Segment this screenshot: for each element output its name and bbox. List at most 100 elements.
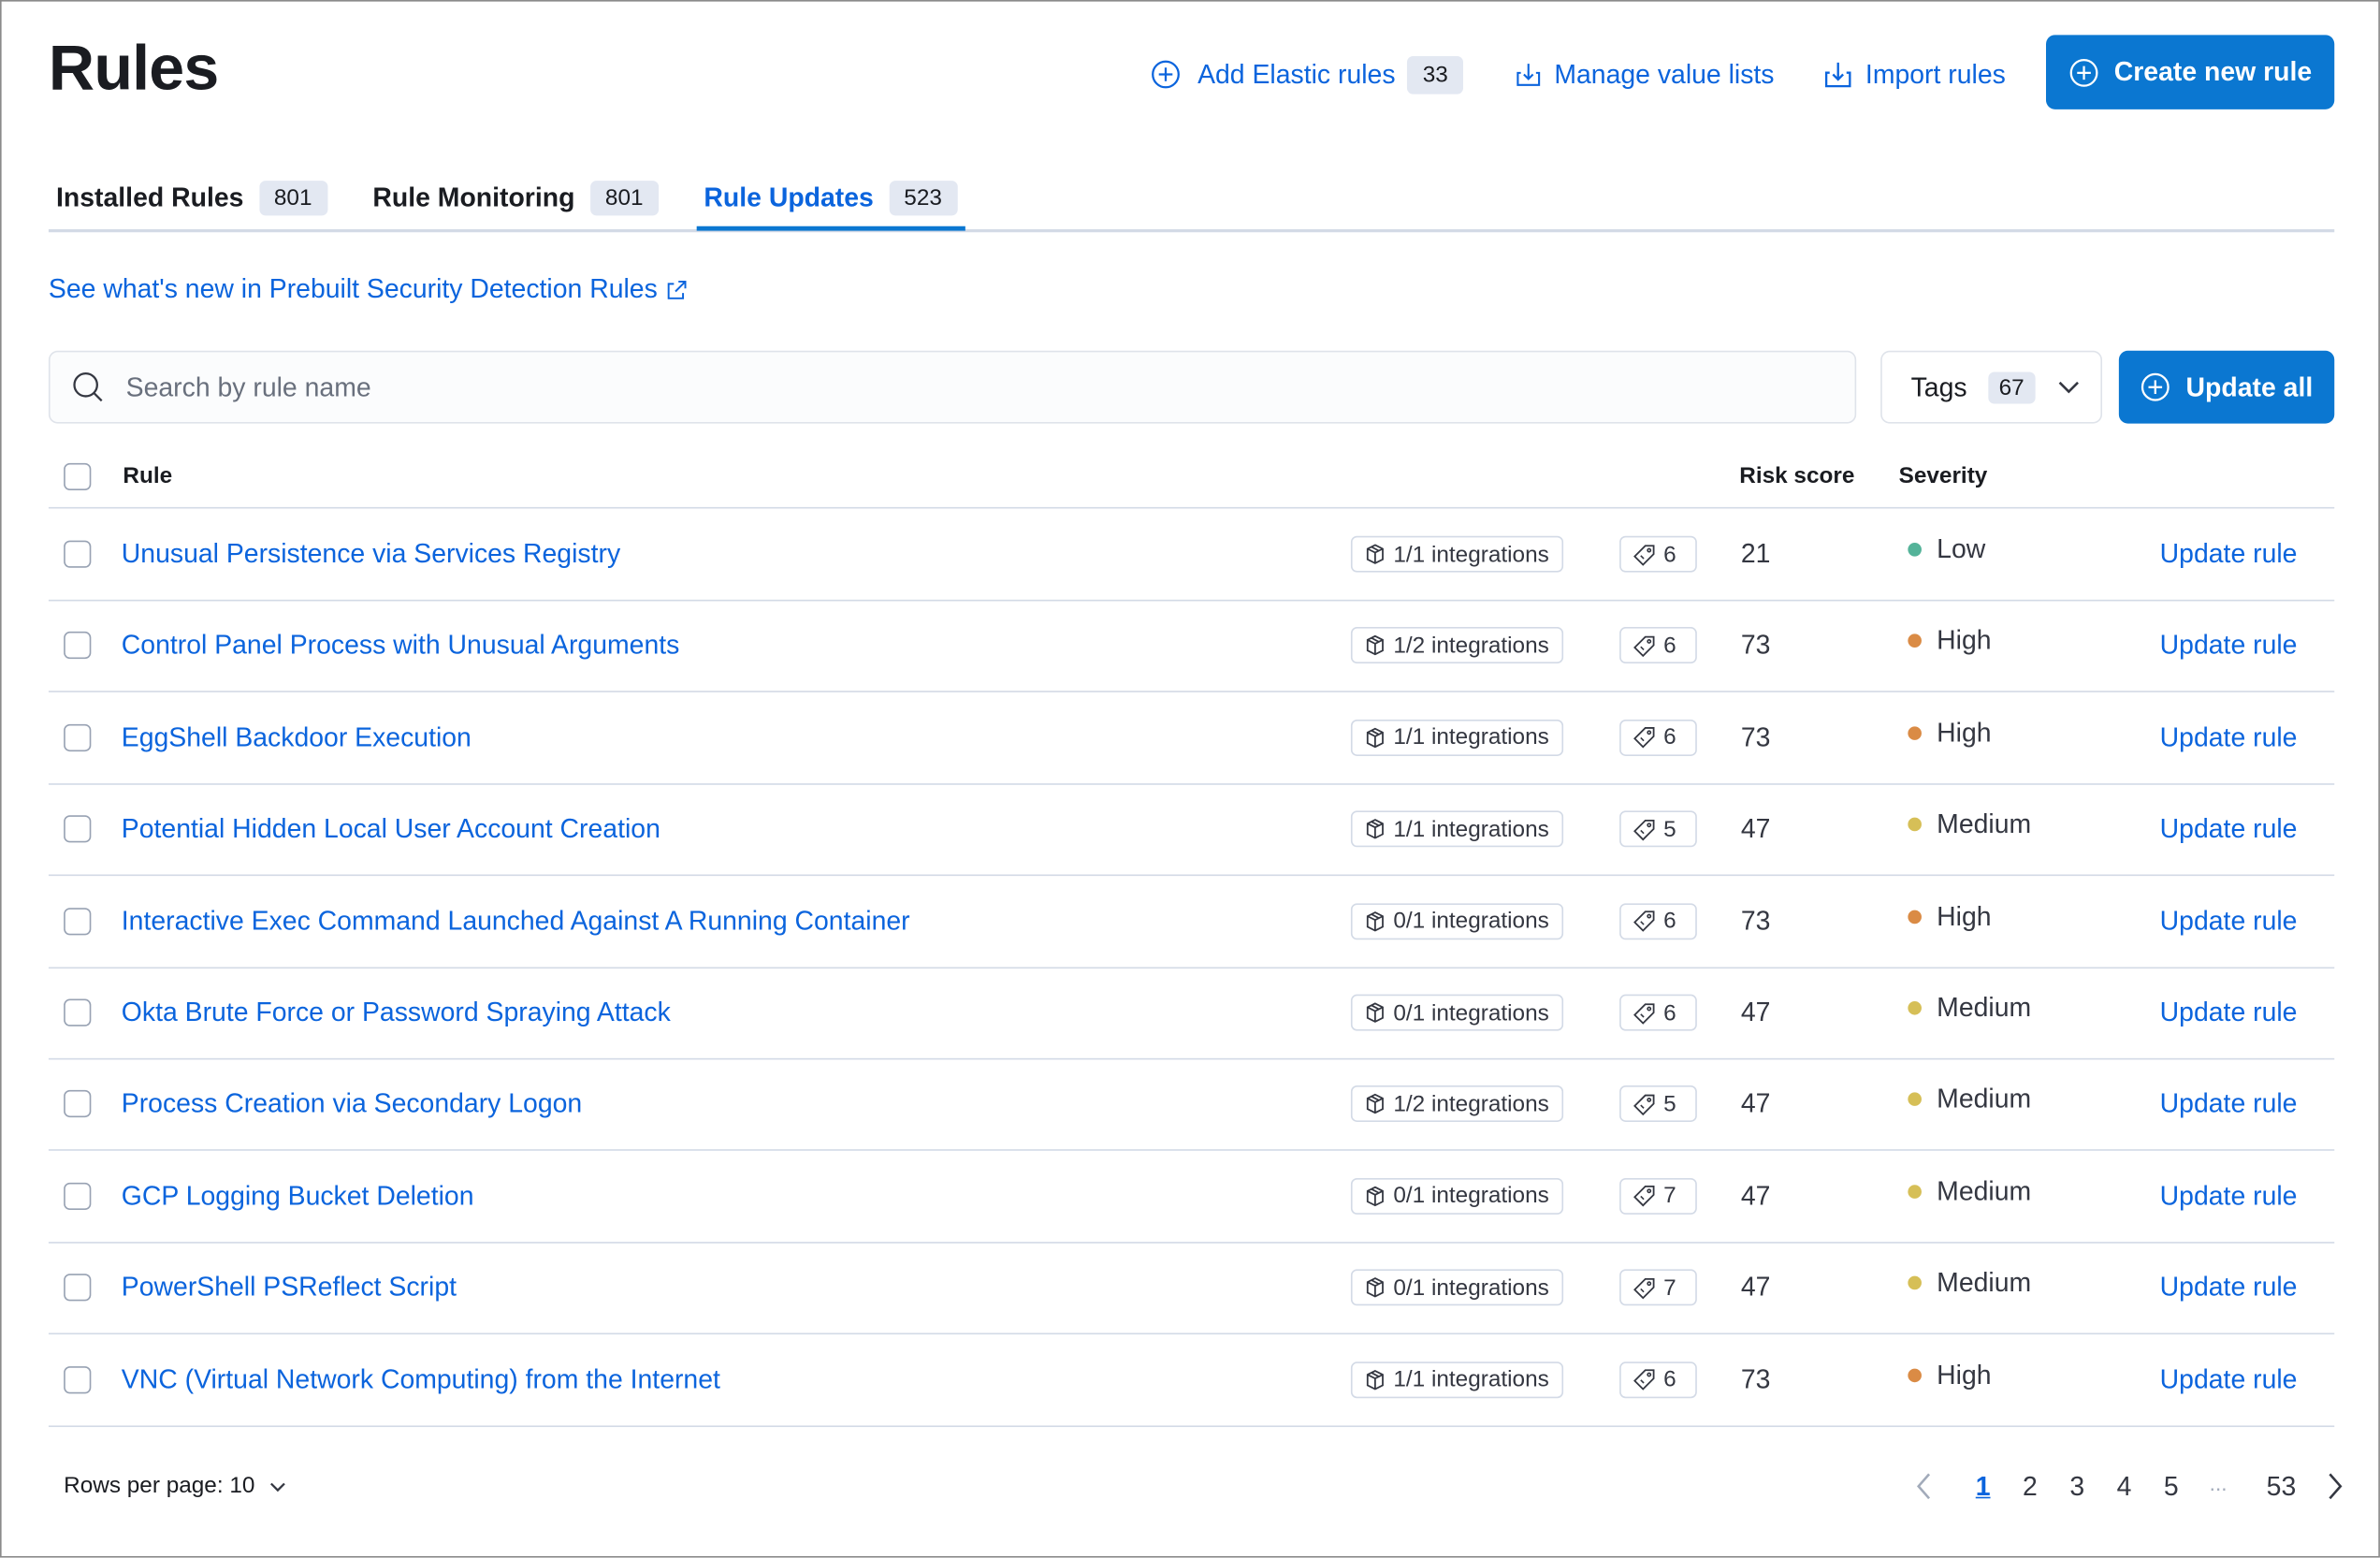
chevron-left-icon[interactable] — [1911, 1468, 1938, 1505]
rule-name-link[interactable]: Okta Brute Force or Password Spraying At… — [121, 997, 671, 1027]
row-checkbox[interactable] — [64, 1365, 92, 1393]
severity-label: Medium — [1937, 1175, 2032, 1206]
integrations-badge[interactable]: 0/1 integrations — [1350, 902, 1563, 939]
column-header-severity[interactable]: Severity — [1898, 462, 1988, 489]
chevron-right-icon[interactable] — [2321, 1468, 2348, 1505]
row-checkbox[interactable] — [64, 1274, 92, 1302]
integrations-label: 0/1 integrations — [1393, 1183, 1549, 1209]
integrations-badge[interactable]: 1/1 integrations — [1350, 719, 1563, 756]
row-checkbox[interactable] — [64, 1182, 92, 1210]
update-rule-button[interactable]: Update rule — [2159, 813, 2298, 844]
create-new-rule-button[interactable]: Create new rule — [2045, 35, 2335, 109]
page-button[interactable]: 5 — [2163, 1470, 2179, 1501]
search-field[interactable] — [48, 350, 1857, 424]
select-all-checkbox[interactable] — [64, 462, 92, 491]
tags-badge[interactable]: 6 — [1619, 627, 1697, 664]
rows-per-page-button[interactable]: Rows per page: 10 — [64, 1473, 288, 1498]
whats-new-link[interactable]: See what's new in Prebuilt Security Dete… — [49, 273, 688, 305]
integrations-badge[interactable]: 1/1 integrations — [1350, 1361, 1563, 1398]
update-all-button[interactable]: Update all — [2118, 350, 2335, 424]
row-checkbox[interactable] — [64, 723, 92, 751]
rule-name-link[interactable]: GCP Logging Bucket Deletion — [121, 1180, 474, 1211]
row-checkbox[interactable] — [64, 815, 92, 843]
integrations-badge[interactable]: 0/1 integrations — [1350, 1177, 1563, 1215]
rule-name-link[interactable]: Unusual Persistence via Services Registr… — [121, 538, 621, 569]
row-divider — [48, 1424, 2335, 1427]
import-rules-label: Import rules — [1865, 58, 2006, 89]
severity: Medium — [1908, 992, 2031, 1024]
tags-badge[interactable]: 6 — [1619, 902, 1697, 939]
tag-icon — [1633, 544, 1655, 565]
update-rule-button[interactable]: Update rule — [2159, 721, 2298, 752]
tags-badge[interactable]: 6 — [1619, 719, 1697, 756]
table-row: Unusual Persistence via Services Registr… — [49, 509, 2334, 600]
column-header-rule[interactable]: Rule — [123, 462, 173, 489]
update-rule-button[interactable]: Update rule — [2159, 630, 2298, 661]
tab-rule-updates[interactable]: Rule Updates 523 — [696, 168, 965, 231]
row-checkbox[interactable] — [64, 540, 92, 568]
update-rule-button[interactable]: Update rule — [2159, 538, 2298, 569]
severity-dot-icon — [1908, 633, 1922, 648]
rule-name-link[interactable]: Process Creation via Secondary Logon — [121, 1088, 583, 1119]
search-icon — [73, 371, 103, 402]
tags-badge[interactable]: 5 — [1619, 1085, 1697, 1123]
update-rule-button[interactable]: Update rule — [2159, 905, 2298, 936]
row-divider — [48, 1241, 2335, 1244]
row-checkbox[interactable] — [64, 632, 92, 660]
integrations-badge[interactable]: 0/1 integrations — [1350, 1269, 1563, 1306]
table-row: VNC (Virtual Network Computing) from the… — [49, 1333, 2334, 1424]
rule-name-link[interactable]: Potential Hidden Local User Account Crea… — [121, 813, 660, 844]
tab-installed-rules[interactable]: Installed Rules 801 — [49, 168, 335, 226]
page-button[interactable]: 2 — [2023, 1470, 2038, 1501]
rule-name-link[interactable]: PowerShell PSReflect Script — [121, 1272, 457, 1303]
tags-count: 6 — [1663, 724, 1676, 750]
search-input[interactable] — [123, 370, 1855, 405]
risk-score: 73 — [1740, 905, 1771, 936]
rules-tabs: Installed Rules 801 Rule Monitoring 801 … — [48, 168, 2335, 233]
update-rule-button[interactable]: Update rule — [2159, 997, 2298, 1027]
integrations-badge[interactable]: 0/1 integrations — [1350, 994, 1563, 1031]
create-new-rule-label: Create new rule — [2113, 56, 2313, 87]
severity-label: High — [1937, 625, 1992, 656]
page-button[interactable]: 1 — [1975, 1470, 1991, 1501]
tags-count: 5 — [1663, 1091, 1676, 1117]
update-rule-button[interactable]: Update rule — [2159, 1363, 2298, 1394]
column-header-risk-score[interactable]: Risk score — [1739, 462, 1855, 489]
manage-value-lists-button[interactable]: Manage value lists — [1515, 53, 1775, 95]
tags-badge[interactable]: 6 — [1619, 535, 1697, 573]
tags-badge[interactable]: 6 — [1619, 1361, 1697, 1398]
import-rules-button[interactable]: Import rules — [1823, 53, 2006, 95]
whats-new-label: See what's new in Prebuilt Security Dete… — [48, 273, 658, 304]
integrations-badge[interactable]: 1/1 integrations — [1350, 810, 1563, 848]
page-button[interactable]: 3 — [2069, 1470, 2085, 1501]
tags-badge[interactable]: 6 — [1619, 994, 1697, 1031]
tags-count: 6 — [1663, 633, 1676, 659]
tags-badge[interactable]: 7 — [1619, 1177, 1697, 1215]
tag-icon — [1633, 727, 1655, 749]
rule-name-link[interactable]: Interactive Exec Command Launched Agains… — [121, 905, 910, 936]
integrations-badge[interactable]: 1/2 integrations — [1350, 627, 1563, 664]
rule-name-link[interactable]: VNC (Virtual Network Computing) from the… — [121, 1363, 720, 1394]
rule-name-link[interactable]: Control Panel Process with Unusual Argum… — [121, 630, 680, 661]
severity-label: High — [1937, 717, 1992, 748]
page-button[interactable]: 53 — [2266, 1470, 2297, 1501]
severity-label: Medium — [1937, 1267, 2032, 1298]
pagination: 1 2 3 4 5... 53 — [1911, 1468, 2348, 1505]
integrations-badge[interactable]: 1/1 integrations — [1350, 535, 1563, 573]
tags-filter-button[interactable]: Tags 67 — [1880, 350, 2103, 424]
row-checkbox[interactable] — [64, 907, 92, 935]
rule-name-link[interactable]: EggShell Backdoor Execution — [121, 721, 472, 752]
update-rule-button[interactable]: Update rule — [2159, 1180, 2298, 1211]
tags-badge[interactable]: 7 — [1619, 1269, 1697, 1306]
row-checkbox[interactable] — [64, 1090, 92, 1118]
integrations-badge[interactable]: 1/2 integrations — [1350, 1085, 1563, 1123]
tab-rule-monitoring[interactable]: Rule Monitoring 801 — [365, 168, 666, 226]
table-row: Potential Hidden Local User Account Crea… — [49, 783, 2334, 874]
chevron-down-icon — [269, 1481, 285, 1492]
tags-badge[interactable]: 5 — [1619, 810, 1697, 848]
page-button[interactable]: 4 — [2116, 1470, 2132, 1501]
row-checkbox[interactable] — [64, 998, 92, 1027]
update-rule-button[interactable]: Update rule — [2159, 1272, 2298, 1303]
update-rule-button[interactable]: Update rule — [2159, 1088, 2298, 1119]
add-elastic-rules-button[interactable]: Add Elastic rules 33 — [1151, 53, 1464, 95]
